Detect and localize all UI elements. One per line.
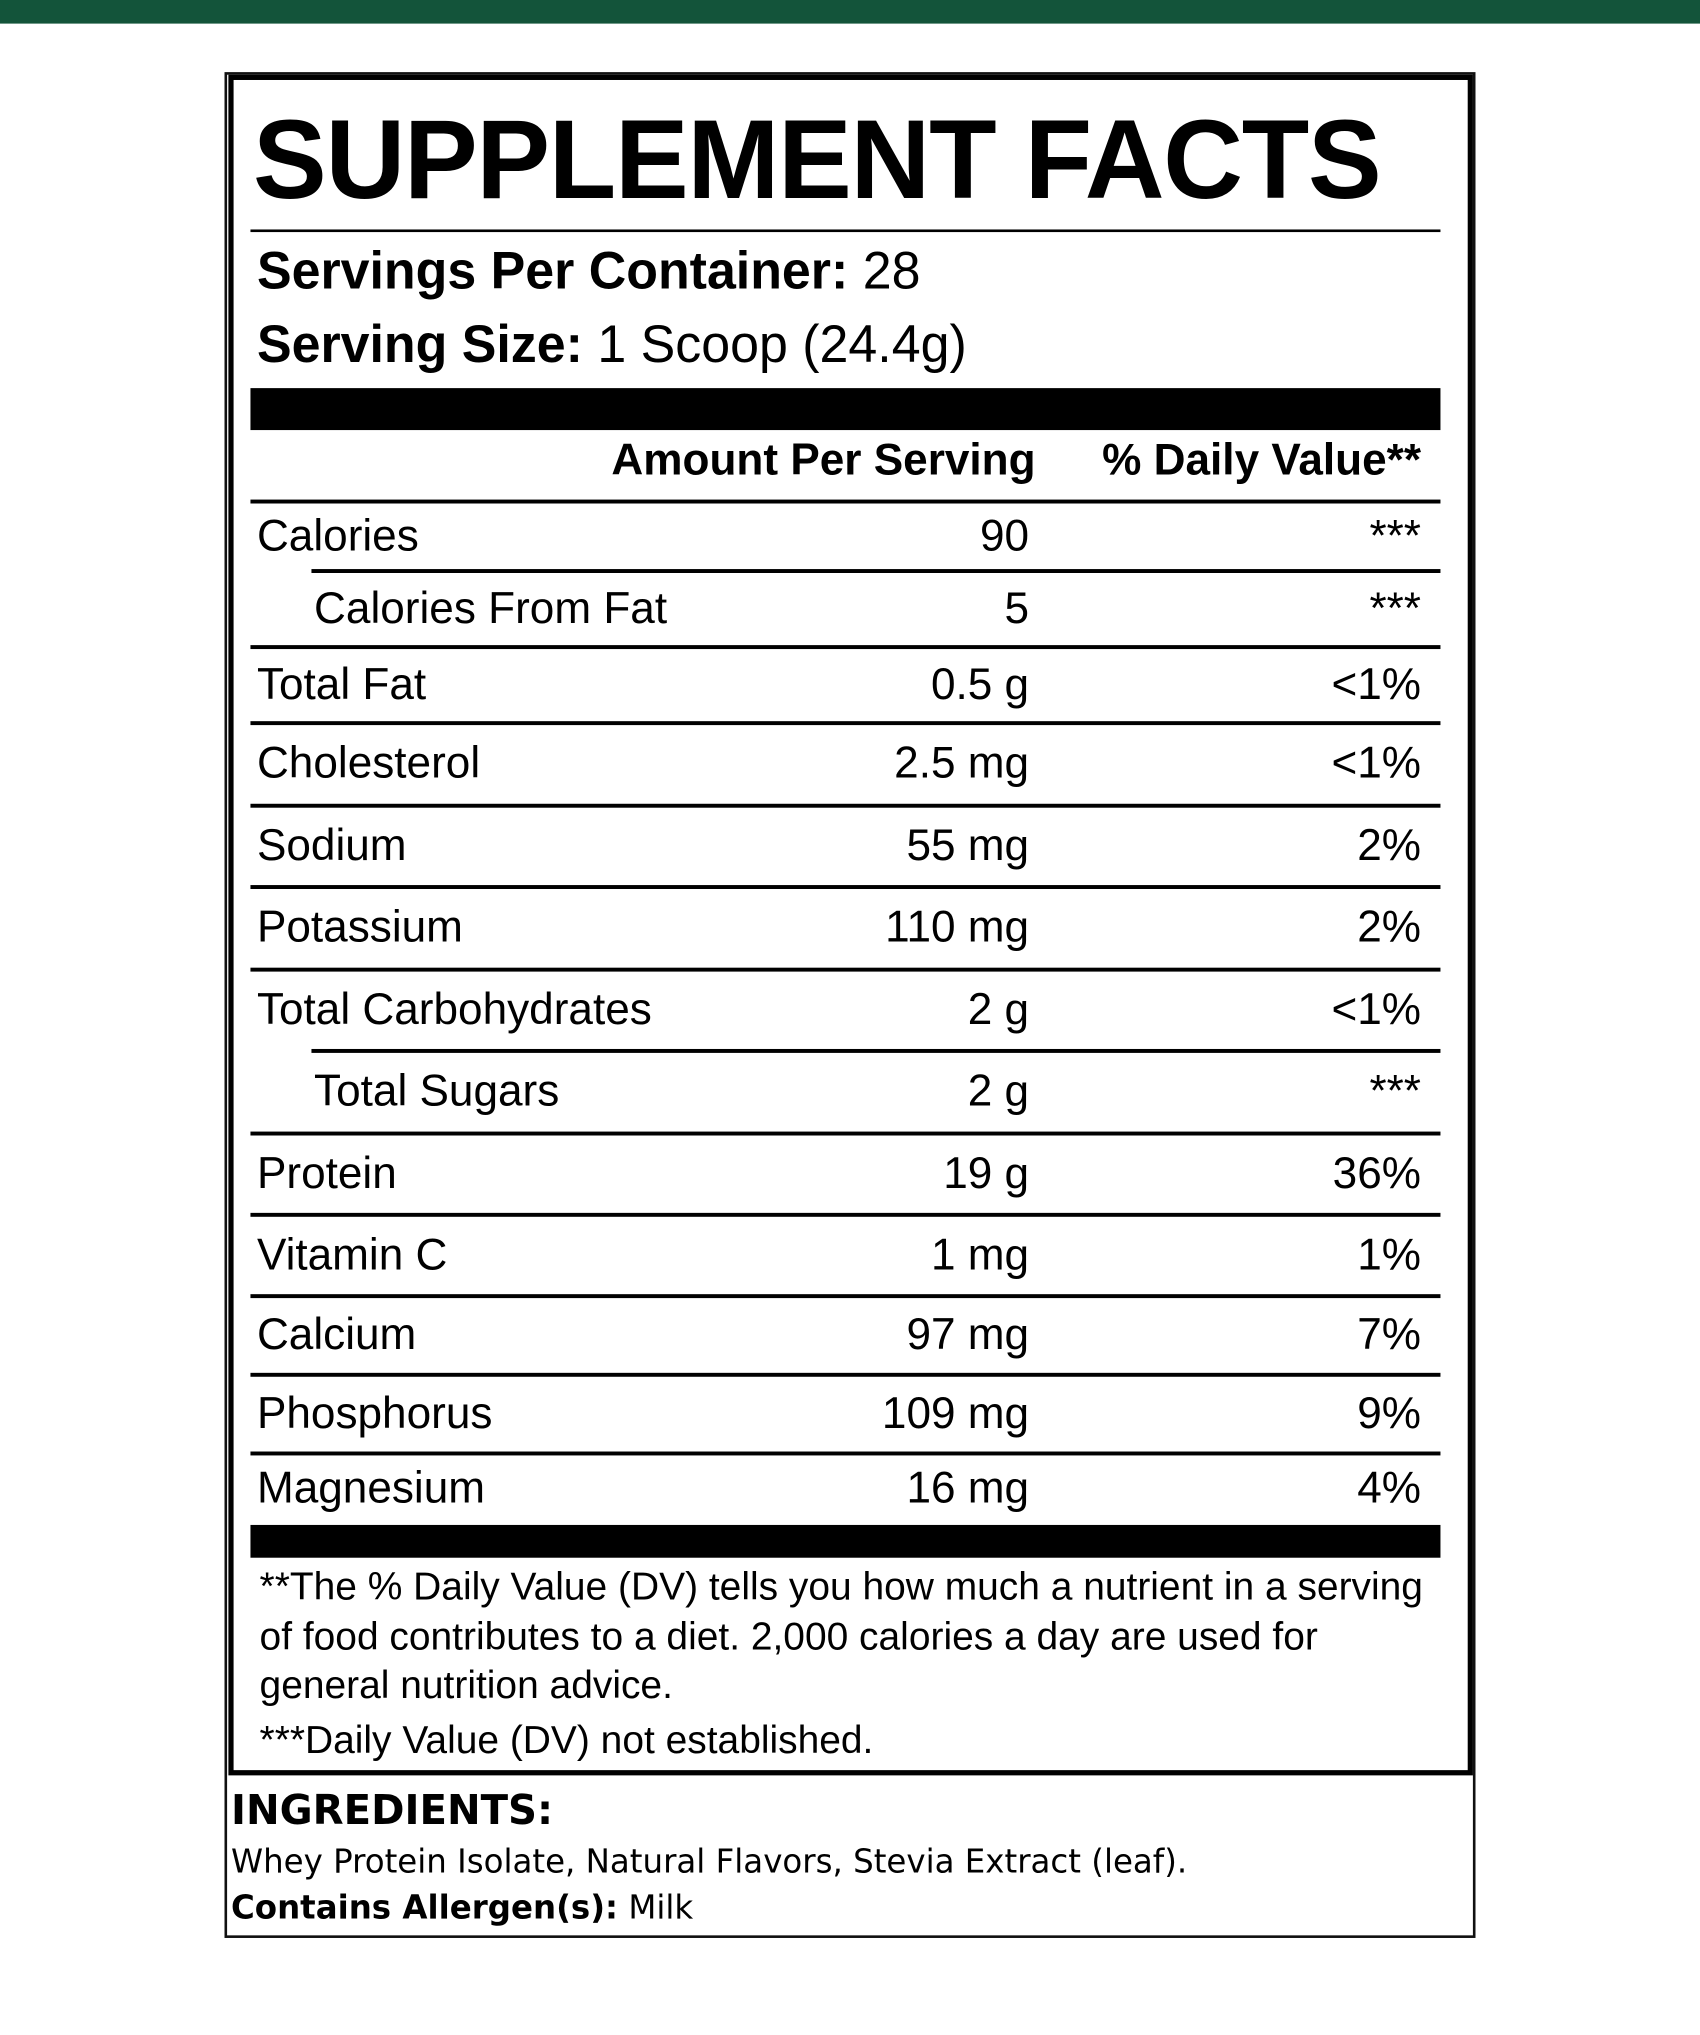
nutrient-amount: 5 [1004,582,1030,633]
nutrient-name: Total Carbohydrates [256,984,652,1034]
nutrient-amount: 0.5 g [930,658,1030,709]
nutrient-amount: 90 [979,510,1030,561]
thick-bar [250,1524,1441,1558]
nutrient-row: Vitamin C 1 mg 1% [250,1215,1440,1294]
row-divider [311,569,1441,573]
nutrient-daily-value: 2% [1357,902,1421,952]
nutrient-name: Cholesterol [256,738,481,789]
row-divider [311,1048,1441,1053]
title: SUPPLEMENT FACTS [253,97,1382,223]
divider [250,499,1441,504]
outer-border [224,72,1476,1938]
label: Serving Size: [256,316,583,374]
nutrient-name: Vitamin C [256,1229,448,1280]
nutrient-daily-value: *** [1369,582,1421,633]
nutrient-daily-value: *** [1369,510,1421,561]
value: 1 Scoop (24.4g) [597,316,967,374]
row-divider [250,1372,1441,1377]
nutrient-amount: 110 mg [885,902,1030,952]
nutrient-name: Sodium [256,820,407,870]
nutrient-amount: 55 mg [906,820,1030,870]
label: Servings Per Container: [256,242,849,301]
nutrient-daily-value: <1% [1331,984,1421,1034]
nutrient-daily-value: 9% [1357,1387,1421,1438]
row-divider [250,1294,1441,1299]
ingredients-label: INGREDIENTS: [230,1787,554,1835]
ingredients: INGREDIENTS: Whey Protein Isolate, Natur… [231,1783,1464,1930]
nutrient-daily-value: *** [1369,1066,1421,1116]
header-amount: Amount Per Serving [611,435,1036,486]
nutrient-name: Total Fat [256,658,427,709]
nutrient-name: Phosphorus [256,1387,493,1438]
nutrient-row: Calories From Fat 5 *** [250,572,1440,645]
nutrient-row: Calcium 97 mg 7% [250,1297,1440,1373]
facts-border [228,74,1473,1776]
row-divider [250,645,1441,650]
nutrient-name: Calories From Fat [314,582,668,633]
nutrient-row: Sodium 55 mg 2% [250,806,1440,885]
row-divider [250,1131,1441,1136]
nutrient-daily-value: 4% [1357,1462,1421,1513]
row-divider [250,1451,1441,1456]
nutrient-row: Cholesterol 2.5 mg <1% [250,724,1440,804]
footnote: ***Daily Value (DV) not established. [259,1718,874,1762]
nutrient-amount: 1 mg [930,1229,1030,1280]
row-divider [250,967,1441,972]
allergens: Contains Allergen(s): Milk [231,1886,1464,1931]
nutrient-row: Protein 19 g 36% [250,1134,1440,1213]
divider [250,229,1441,233]
nutrient-row: Total Fat 0.5 g <1% [250,648,1440,721]
row-divider [250,1212,1441,1217]
nutrient-daily-value: <1% [1331,658,1421,709]
ingredients-text: Whey Protein Isolate, Natural Flavors, S… [230,1842,1188,1881]
nutrient-amount: 97 mg [906,1309,1030,1360]
row-divider [250,885,1441,890]
nutrient-daily-value: 1% [1357,1229,1421,1280]
nutrient-row: Magnesium 16 mg 4% [250,1454,1440,1522]
nutrient-daily-value: 7% [1357,1309,1421,1360]
nutrient-name: Total Sugars [314,1066,560,1116]
nutrient-amount: 109 mg [881,1387,1030,1438]
serving-size: Serving Size: 1 Scoop (24.4g) [257,315,967,375]
value: 28 [862,242,921,301]
nutrient-row: Total Carbohydrates 2 g <1% [250,970,1440,1049]
allergen-value: Milk [628,1888,694,1927]
nutrient-row: Calories 90 *** [250,504,1440,570]
nutrient-daily-value: <1% [1331,738,1421,789]
thick-bar [250,388,1441,431]
nutrient-name: Magnesium [256,1462,486,1513]
nutrient-amount: 2.5 mg [894,738,1030,789]
nutrient-amount: 2 g [967,1066,1030,1116]
nutrient-amount: 19 g [943,1147,1030,1198]
header-daily-value: % Daily Value** [1102,435,1421,486]
nutrient-daily-value: 2% [1357,820,1421,870]
footnotes: **The % Daily Value (DV) tells you how m… [260,1563,1428,1765]
nutrient-row: Potassium 110 mg 2% [250,888,1440,968]
nutrient-name: Calories [256,510,419,561]
servings-per-container: Servings Per Container: 28 [257,241,921,301]
row-divider [250,803,1441,808]
nutrient-amount: 2 g [967,984,1030,1034]
nutrient-name: Potassium [256,902,463,952]
nutrient-name: Protein [256,1147,397,1198]
top-bar [0,0,1700,24]
allergen-label: Contains Allergen(s): [230,1888,619,1927]
nutrient-row: Total Sugars 2 g *** [250,1052,1440,1132]
footnote: **The % Daily Value (DV) tells you how m… [259,1565,1423,1708]
nutrient-daily-value: 36% [1332,1147,1421,1198]
nutrient-row: Phosphorus 109 mg 9% [250,1375,1440,1451]
nutrient-amount: 16 mg [906,1462,1030,1513]
row-divider [250,721,1441,726]
nutrient-name: Calcium [256,1309,417,1360]
